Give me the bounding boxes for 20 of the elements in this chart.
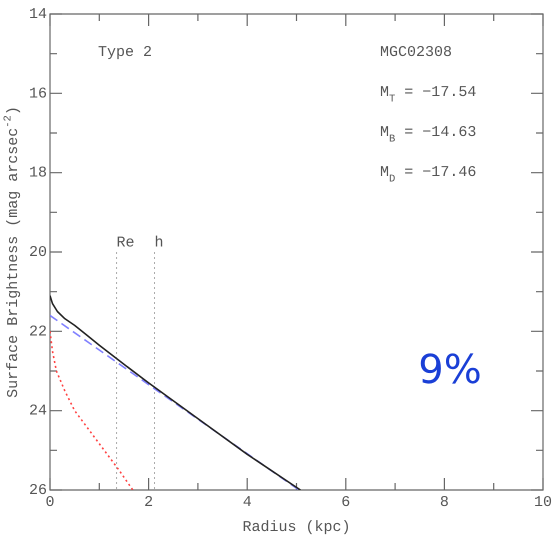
y-axis-title: Surface Brightness (mag arcsec-2) (2, 106, 22, 398)
x-tick-label: 2 (144, 494, 154, 511)
annotation: Type 2 (98, 44, 152, 61)
ref-line-label: Re (116, 234, 135, 252)
y-tick-label: 24 (28, 402, 48, 420)
y-tick-label: 22 (28, 323, 48, 340)
x-tick-label: 6 (341, 494, 350, 511)
x-tick-label: 4 (242, 494, 252, 511)
annotation: MGC02308 (380, 44, 452, 61)
y-tick-label: 18 (28, 164, 48, 182)
y-tick-label: 20 (28, 244, 48, 261)
y-tick-label: 16 (28, 85, 48, 102)
x-axis-title: Radius (kpc) (242, 518, 351, 536)
x-tick-label: 10 (534, 494, 552, 511)
annotation: 9% (418, 347, 482, 393)
ref-line-label: h (154, 234, 164, 252)
y-tick-label: 26 (28, 482, 48, 499)
y-tick-label: 14 (28, 6, 48, 23)
x-tick-label: 8 (440, 494, 449, 511)
x-tick-label: 0 (45, 494, 55, 511)
